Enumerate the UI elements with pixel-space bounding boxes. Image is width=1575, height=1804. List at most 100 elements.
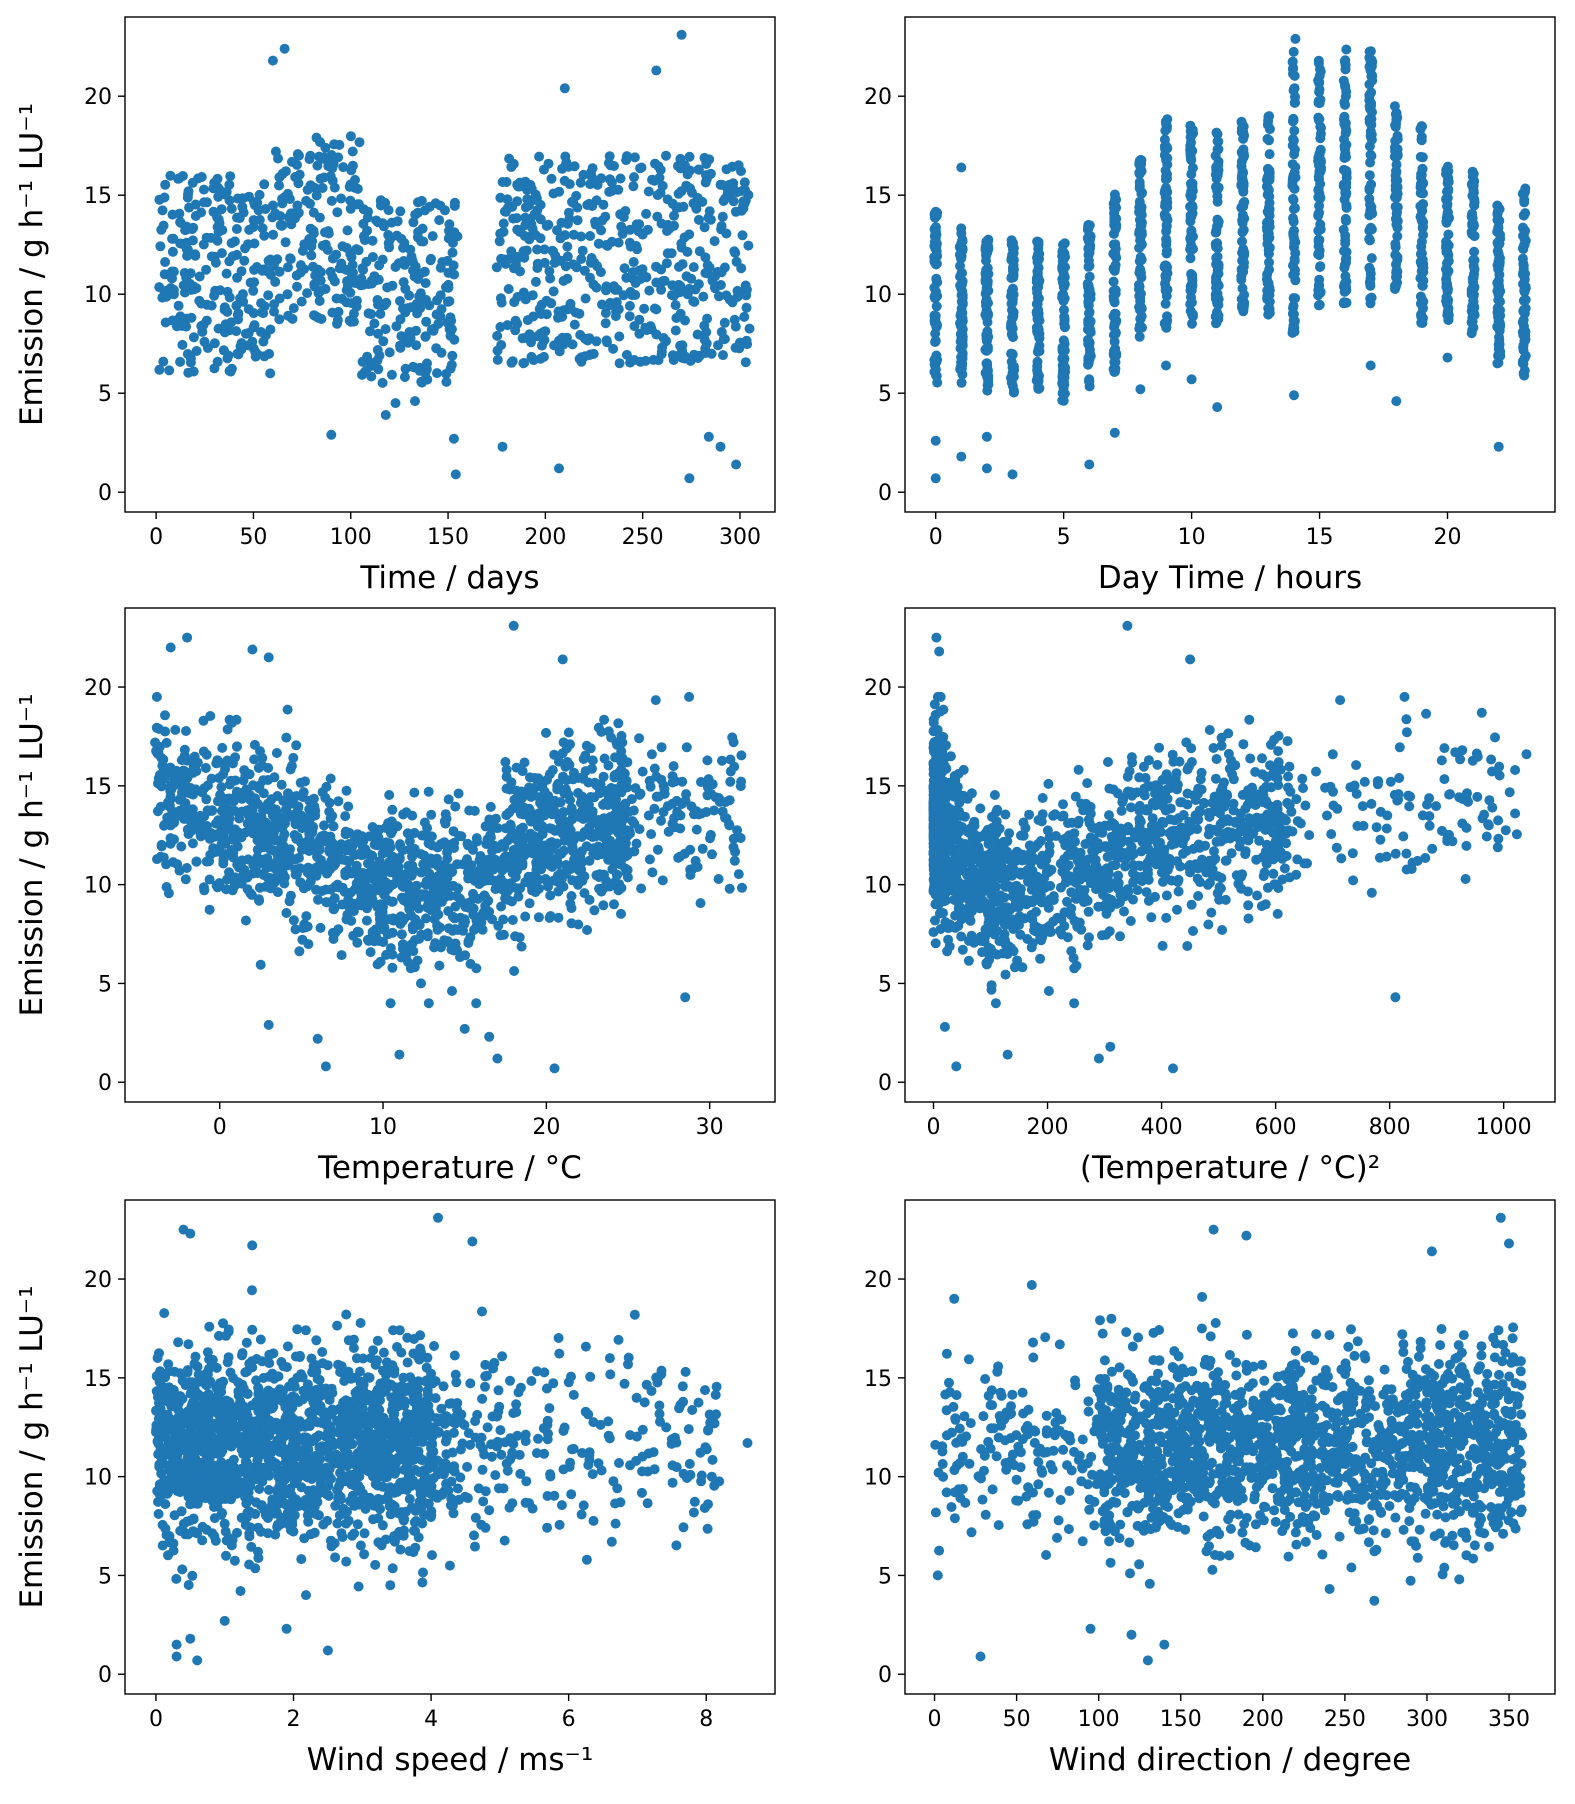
point-cloud <box>154 29 755 484</box>
data-point <box>597 299 607 310</box>
data-point <box>279 829 290 840</box>
data-point <box>532 258 543 269</box>
data-point <box>498 218 509 229</box>
data-point <box>651 65 662 76</box>
data-point <box>484 1031 495 1042</box>
data-point <box>539 244 550 255</box>
data-point <box>677 340 688 351</box>
data-point <box>1417 163 1428 174</box>
data-point <box>1083 220 1094 230</box>
data-point <box>450 801 461 812</box>
data-point <box>1314 114 1325 125</box>
data-point <box>282 808 293 819</box>
data-point <box>566 918 577 929</box>
data-point <box>1059 316 1070 327</box>
data-point <box>453 788 464 799</box>
data-point <box>363 206 373 217</box>
data-point <box>386 369 397 380</box>
data-point <box>693 214 704 225</box>
data-point <box>1110 285 1121 296</box>
data-point <box>329 139 340 150</box>
data-point <box>1519 227 1530 237</box>
data-point <box>180 771 191 782</box>
data-point <box>599 714 610 725</box>
data-point <box>1519 286 1530 297</box>
data-point <box>576 793 587 804</box>
data-point <box>705 168 716 179</box>
data-point <box>1415 123 1426 134</box>
data-point <box>291 740 302 751</box>
data-point <box>587 807 598 818</box>
data-point <box>657 180 668 191</box>
data-point <box>1520 183 1531 194</box>
data-point <box>1186 169 1197 180</box>
data-point <box>543 881 553 892</box>
data-point <box>689 296 700 307</box>
data-point <box>1135 235 1146 246</box>
data-point <box>1364 235 1375 246</box>
data-point <box>432 924 443 935</box>
data-point <box>634 789 645 800</box>
data-point <box>249 197 259 208</box>
data-point <box>1415 298 1426 309</box>
data-point <box>443 279 454 290</box>
data-point <box>576 254 587 264</box>
data-point <box>405 244 416 255</box>
data-point <box>1261 174 1272 185</box>
data-point <box>228 852 239 863</box>
data-point <box>305 180 316 191</box>
data-point <box>1390 192 1400 203</box>
data-point <box>1083 255 1094 266</box>
data-point <box>175 356 186 367</box>
data-point <box>284 194 295 204</box>
data-point <box>707 849 717 860</box>
data-point <box>1212 221 1222 232</box>
data-point <box>1416 317 1427 328</box>
data-point <box>715 441 726 452</box>
data-point <box>659 275 670 286</box>
y-axis-label: Emission / g h⁻¹ LU⁻¹ <box>14 693 50 1016</box>
data-point <box>231 300 242 311</box>
data-point <box>398 277 409 288</box>
data-point <box>1390 213 1401 224</box>
data-point <box>741 302 752 313</box>
data-point <box>372 355 383 366</box>
data-point <box>617 737 628 748</box>
data-point <box>617 228 628 239</box>
data-point <box>533 773 544 784</box>
data-point <box>642 224 653 235</box>
data-point <box>352 183 363 194</box>
data-point <box>1213 310 1224 321</box>
data-point <box>1442 352 1453 363</box>
data-point <box>447 986 457 996</box>
data-point <box>273 153 283 164</box>
data-point <box>546 298 557 309</box>
data-point <box>177 171 188 181</box>
y-tick-label: 20 <box>84 85 112 110</box>
data-point <box>956 223 967 234</box>
data-point <box>1058 377 1069 387</box>
data-point <box>1085 350 1096 361</box>
data-point <box>161 882 172 892</box>
data-point <box>404 889 415 899</box>
data-point <box>518 246 529 257</box>
data-point <box>176 792 186 803</box>
data-point <box>669 210 679 221</box>
data-point <box>1252 890 1263 901</box>
data-point <box>668 761 679 772</box>
data-point <box>320 1061 331 1072</box>
data-point <box>409 787 420 798</box>
data-point <box>506 246 517 257</box>
data-point <box>354 137 365 148</box>
data-point <box>656 346 667 357</box>
data-point <box>1316 123 1326 133</box>
data-point <box>456 831 467 842</box>
data-point <box>464 903 475 914</box>
data-point <box>579 888 590 899</box>
data-point <box>355 895 366 906</box>
data-point <box>500 823 511 834</box>
data-point <box>1313 300 1324 311</box>
data-point <box>652 190 663 201</box>
data-point <box>517 766 528 777</box>
data-point <box>1493 294 1504 305</box>
